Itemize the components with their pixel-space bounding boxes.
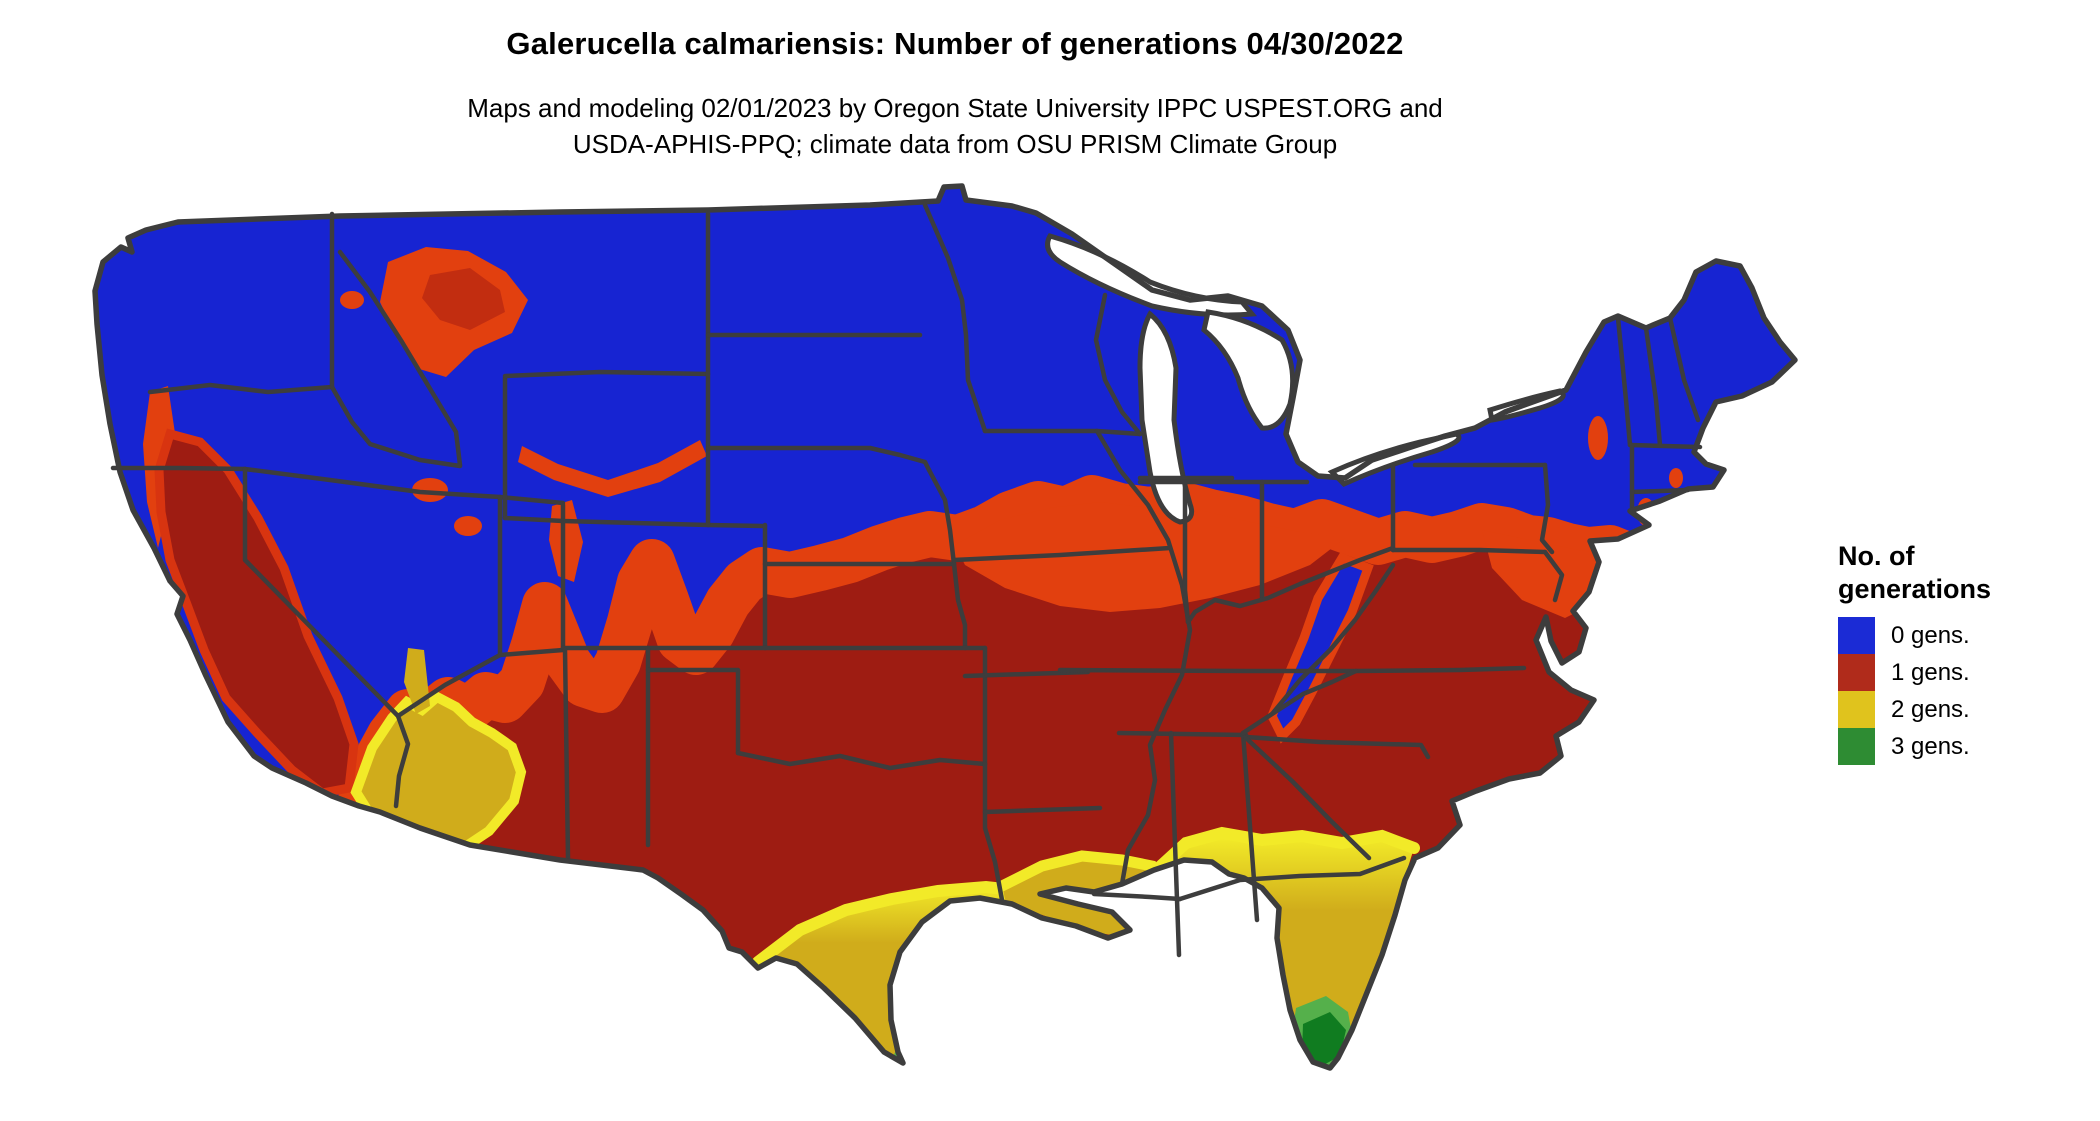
legend-item-0-gens: 0 gens.: [1838, 617, 2088, 654]
map-subtitle: Maps and modeling 02/01/2023 by Oregon S…: [0, 90, 1910, 162]
legend-swatch-0-gens: [1838, 617, 1875, 654]
florida-yellow-fringe: [1146, 826, 1420, 880]
lake-erie: [1327, 431, 1462, 487]
legend-title-line-2: generations: [1838, 574, 1992, 604]
lake-huron: [1201, 309, 1296, 431]
legend-item-3-gens: 3 gens.: [1838, 728, 2088, 765]
header: Galerucella calmariensis: Number of gene…: [0, 0, 1910, 162]
legend-label-2-gens: 2 gens.: [1891, 695, 1970, 723]
us-outline: [92, 183, 1798, 1071]
subtitle-line-1: Maps and modeling 02/01/2023 by Oregon S…: [467, 93, 1443, 123]
legend-label-3-gens: 3 gens.: [1891, 732, 1970, 760]
texas-yellow-fringe: [752, 880, 1038, 968]
legend-item-2-gens: 2 gens.: [1838, 691, 2088, 728]
northwest-red-pockets: [143, 247, 707, 582]
legend-swatch-3-gens: [1838, 728, 1875, 765]
map-title: Galerucella calmariensis: Number of gene…: [506, 26, 1404, 61]
legend-swatch-2-gens: [1838, 691, 1875, 728]
subtitle-line-2: USDA-APHIS-PPQ; climate data from OSU PR…: [572, 129, 1338, 159]
legend-item-1-gens: 1 gens.: [1838, 654, 2088, 691]
lake-michigan: [1137, 310, 1195, 525]
state-borders: [110, 202, 1703, 958]
legend-title: No. of generations: [1838, 540, 2088, 606]
midwest-orange-tongue: [955, 502, 1345, 612]
legend-swatch-1-gens: [1838, 654, 1875, 691]
legend-label-0-gens: 0 gens.: [1891, 621, 1970, 649]
legend-label-1-gens: 1 gens.: [1891, 658, 1970, 686]
legend-title-line-1: No. of: [1838, 541, 1915, 571]
appalachian-blue-tongue: [1267, 552, 1374, 744]
legend: No. of generations 0 gens. 1 gens. 2 gen…: [1838, 540, 2088, 765]
legend-rows: 0 gens. 1 gens. 2 gens. 3 gens.: [1838, 617, 2088, 765]
region-3-generations-florida-tip: [894, 996, 1353, 1068]
